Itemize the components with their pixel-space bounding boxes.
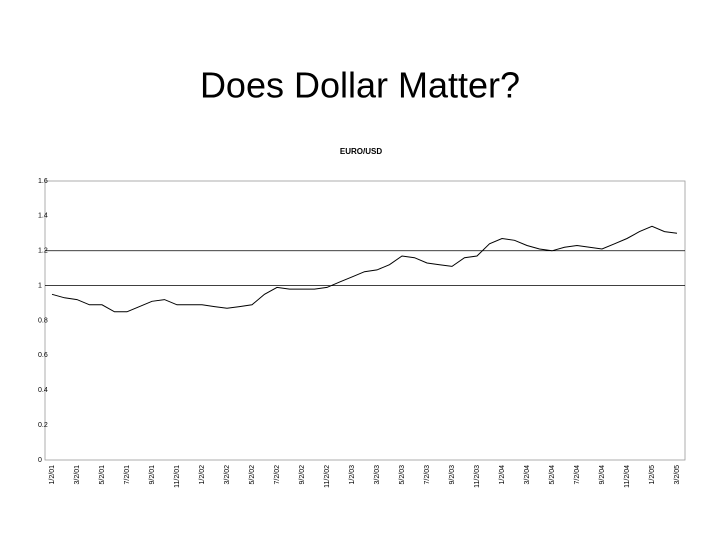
x-tick-label: 5/2/02 [249, 465, 256, 485]
line [51, 225, 678, 313]
y-tick-label: 0.8 [38, 317, 48, 324]
x-tick-label: 7/2/01 [124, 465, 131, 485]
x-tick-label: 9/2/04 [599, 465, 606, 485]
x-tick-label: 3/2/04 [524, 465, 531, 485]
x-tick-label: 11/2/02 [324, 465, 331, 488]
y-tick-label: 0.2 [38, 422, 48, 429]
chart-title: EURO/USD [340, 147, 382, 156]
y-tick-label: 1 [38, 282, 42, 289]
x-tick-label: 3/2/03 [374, 465, 381, 485]
y-tick-label: 1.2 [38, 248, 48, 255]
x-tick-label: 9/2/02 [299, 465, 306, 485]
x-tick-label: 11/2/03 [474, 465, 481, 488]
x-tick-label: 1/2/04 [499, 465, 506, 485]
x-tick-label: 3/2/05 [674, 465, 681, 485]
x-tick-label: 3/2/02 [224, 465, 231, 485]
x-tick-label: 5/2/03 [399, 465, 406, 485]
x-tick-label: 9/2/03 [449, 465, 456, 485]
x-tick-label: 11/2/04 [624, 465, 631, 488]
x-tick-label: 5/2/04 [549, 465, 556, 485]
slide-title: Does Dollar Matter? [200, 65, 520, 106]
y-tick-label: 0 [38, 457, 42, 464]
x-tick-label: 1/2/02 [199, 465, 206, 485]
x-tick-label: 1/2/05 [649, 465, 656, 485]
x-tick-label: 9/2/01 [149, 465, 156, 485]
x-tick-label: 3/2/01 [74, 465, 81, 485]
y-tick-label: 1.6 [38, 178, 48, 185]
y-tick-label: 1.4 [38, 213, 48, 220]
x-tick-label: 7/2/04 [574, 465, 581, 485]
plot-area [44, 180, 686, 461]
x-tick-label: 7/2/03 [424, 465, 431, 485]
x-tick-label: 5/2/01 [99, 465, 106, 485]
x-tick-label: 1/2/03 [349, 465, 356, 485]
y-tick-label: 0.6 [38, 352, 48, 359]
x-tick-label: 11/2/01 [174, 465, 181, 488]
x-tick-label: 1/2/01 [49, 465, 56, 485]
y-tick-label: 0.4 [38, 387, 48, 394]
x-tick-label: 7/2/02 [274, 465, 281, 485]
